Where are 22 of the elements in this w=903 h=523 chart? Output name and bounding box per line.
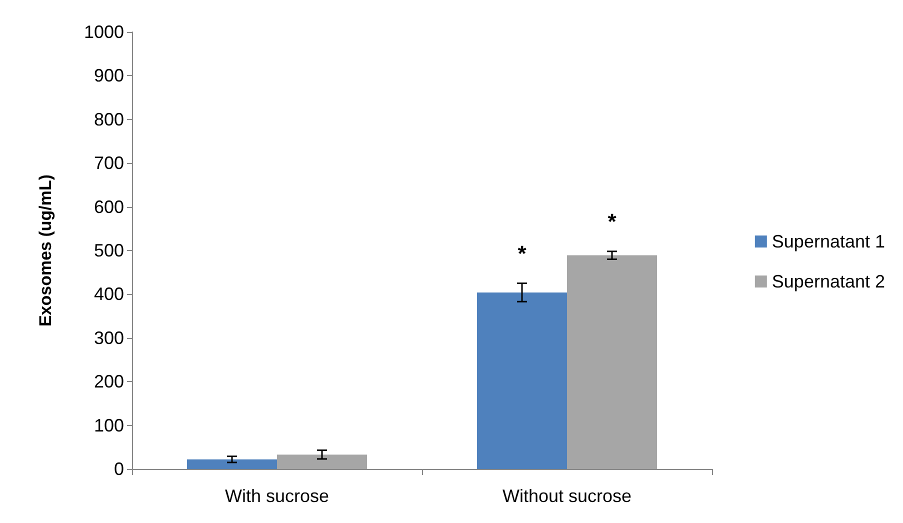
x-tick-label: Without sucrose [502,486,632,506]
y-tick-label: 900 [94,66,124,86]
y-tick-label: 100 [94,415,124,436]
y-tick-label: 300 [94,328,124,348]
x-tick-label: With sucrose [224,486,330,506]
bar [477,292,567,469]
bar [567,255,657,469]
y-tick-label: 700 [94,153,124,174]
legend-label: Supernatant 1 [772,232,886,252]
y-tick-label: 200 [94,372,124,392]
y-tick-label: 500 [94,240,124,260]
y-tick-label: 0 [114,459,124,479]
annotation: * [518,240,527,266]
y-axis-title: Exosomes (ug/mL) [36,174,55,327]
annotation: * [608,208,617,234]
y-tick-label: 400 [94,284,124,304]
y-tick-label: 600 [94,196,124,217]
bar [187,459,277,469]
legend-label: Supernatant 2 [772,272,886,292]
y-tick-label: 800 [94,109,124,130]
y-tick-label: 1000 [84,22,124,42]
bar [277,454,367,469]
